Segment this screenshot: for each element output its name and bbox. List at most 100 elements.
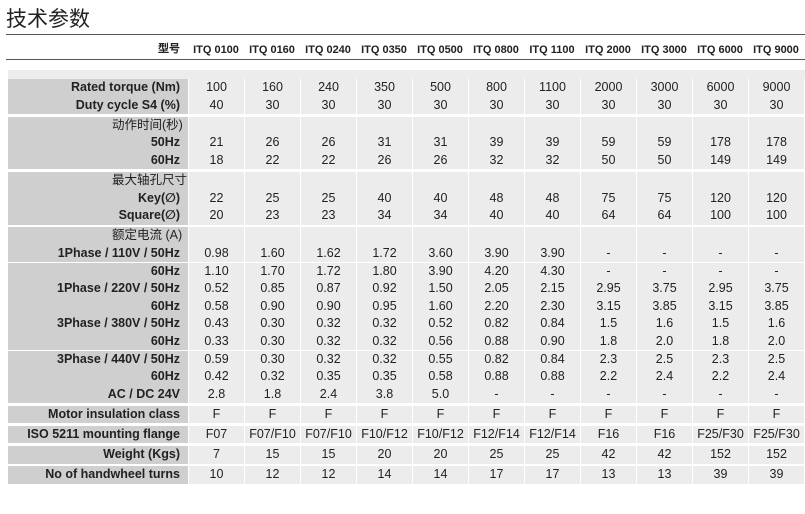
value-cell: F	[413, 405, 468, 424]
value-cell: 100	[749, 207, 804, 225]
value-cell: 0.58	[413, 368, 468, 386]
empty-cell	[413, 116, 468, 135]
row-label: 60Hz	[8, 332, 188, 351]
value-cell: -	[693, 244, 748, 263]
value-cell: F07	[189, 425, 244, 444]
value-cell: 152	[749, 446, 804, 464]
value-cell: F	[637, 405, 692, 424]
value-cell: 0.55	[413, 350, 468, 369]
value-cell: 26	[301, 134, 356, 152]
row-label: 50Hz	[8, 134, 188, 152]
empty-cell	[301, 116, 356, 135]
section-label: 动作时间(秒)	[8, 116, 188, 135]
value-cell: 2000	[581, 79, 636, 97]
value-cell: 2.30	[525, 297, 580, 316]
value-cell: 1.60	[245, 244, 300, 263]
empty-cell	[637, 227, 692, 245]
value-cell: 7	[189, 446, 244, 464]
value-cell: 1.8	[581, 332, 636, 351]
value-cell: 64	[637, 207, 692, 225]
value-cell: 149	[749, 151, 804, 170]
value-cell: 1.8	[245, 385, 300, 404]
value-cell: 0.90	[301, 297, 356, 316]
value-cell: 40	[469, 207, 524, 225]
value-cell: 39	[693, 466, 748, 484]
empty-cell	[413, 227, 468, 245]
value-cell: 0.85	[245, 280, 300, 298]
value-cell: 13	[581, 466, 636, 484]
column-header: ITQ 0500	[417, 44, 463, 56]
value-cell: 0.92	[357, 280, 412, 298]
value-cell: 4.20	[469, 262, 524, 281]
empty-cell	[749, 227, 804, 245]
section-label: 额定电流 (A)	[8, 227, 188, 245]
value-cell: 1.80	[357, 262, 412, 281]
value-cell: 20	[413, 446, 468, 464]
row-label: Motor insulation class	[8, 405, 188, 424]
value-cell: 0.33	[189, 332, 244, 351]
value-cell: 149	[693, 151, 748, 170]
value-cell: 40	[189, 96, 244, 115]
table-top-band	[8, 70, 805, 79]
row-label: Square(∅)	[8, 207, 188, 225]
value-cell: F07/F10	[245, 425, 300, 444]
value-cell: 0.58	[189, 297, 244, 316]
value-cell: 2.15	[525, 280, 580, 298]
value-cell: 1.62	[301, 244, 356, 263]
row-label: Key(∅)	[8, 189, 188, 208]
value-cell: 26	[413, 151, 468, 170]
value-cell: F16	[581, 425, 636, 444]
value-cell: 39	[525, 134, 580, 152]
row-label: 60Hz	[8, 297, 188, 316]
title-rule	[6, 34, 805, 35]
value-cell: -	[581, 244, 636, 263]
value-cell: 0.32	[357, 315, 412, 333]
empty-cell	[581, 227, 636, 245]
value-cell: 2.95	[693, 280, 748, 298]
value-cell: 2.4	[301, 385, 356, 404]
value-cell: 17	[469, 466, 524, 484]
value-cell: F12/F14	[525, 425, 580, 444]
value-cell: 2.5	[749, 350, 804, 369]
value-cell: 15	[301, 446, 356, 464]
value-cell: 0.35	[301, 368, 356, 386]
column-header: ITQ 0240	[305, 44, 351, 56]
value-cell: 12	[301, 466, 356, 484]
empty-cell	[693, 116, 748, 135]
value-cell: 2.20	[469, 297, 524, 316]
value-cell: 100	[189, 79, 244, 97]
empty-cell	[245, 172, 300, 190]
value-cell: 2.4	[749, 368, 804, 386]
value-cell: F	[189, 405, 244, 424]
value-cell: F	[301, 405, 356, 424]
value-cell: 2.05	[469, 280, 524, 298]
value-cell: 0.95	[357, 297, 412, 316]
value-cell: 13	[637, 466, 692, 484]
value-cell: 120	[693, 189, 748, 208]
value-cell: 40	[357, 189, 412, 208]
value-cell: 31	[413, 134, 468, 152]
row-label: 1Phase / 110V / 50Hz	[8, 244, 188, 263]
value-cell: 0.98	[189, 244, 244, 263]
value-cell: 25	[525, 446, 580, 464]
empty-cell	[749, 172, 804, 190]
row-label: AC / DC 24V	[8, 385, 188, 404]
empty-cell	[301, 227, 356, 245]
value-cell: -	[749, 262, 804, 281]
value-cell: 3.8	[357, 385, 412, 404]
value-cell: F	[245, 405, 300, 424]
value-cell: 1.5	[693, 315, 748, 333]
empty-cell	[693, 172, 748, 190]
value-cell: 0.84	[525, 350, 580, 369]
value-cell: F25/F30	[693, 425, 748, 444]
row-label: 1Phase / 220V / 50Hz	[8, 280, 188, 298]
value-cell: 3.90	[413, 262, 468, 281]
value-cell: F	[525, 405, 580, 424]
empty-cell	[189, 172, 244, 190]
column-header: ITQ 2000	[585, 44, 631, 56]
value-cell: 3.75	[749, 280, 804, 298]
value-cell: 2.8	[189, 385, 244, 404]
empty-cell	[357, 116, 412, 135]
value-cell: 2.95	[581, 280, 636, 298]
